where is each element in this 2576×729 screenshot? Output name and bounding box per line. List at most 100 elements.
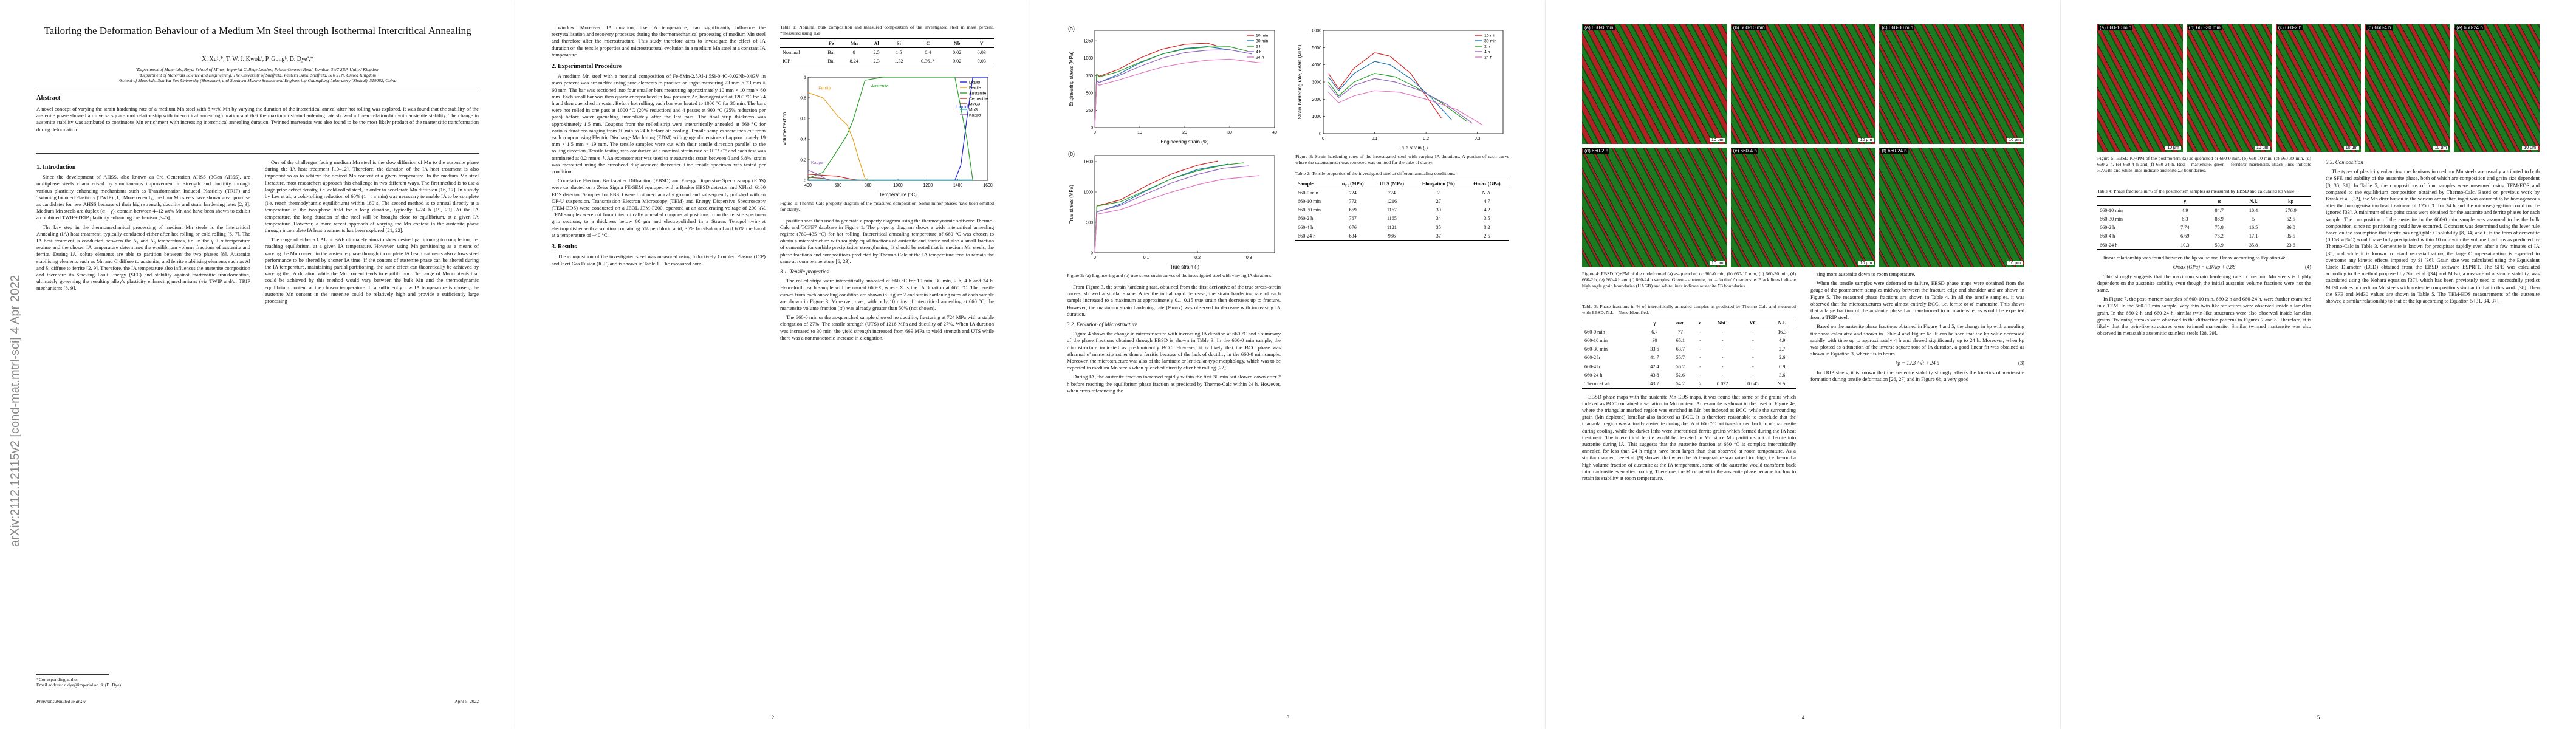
y-tick-label: 1500	[1083, 160, 1093, 165]
table-cell: 660-4 h	[1584, 363, 1600, 369]
table-cell: 669	[1349, 207, 1357, 213]
table-header-cell: α	[2218, 198, 2221, 204]
table-cell: 6.69	[2180, 233, 2190, 239]
series-line	[807, 173, 862, 181]
table-cell: 660-2 h	[2100, 225, 2115, 231]
table-cell: 0.02	[953, 58, 962, 64]
paragraph: The range of either a CAL or BAF ultimat…	[265, 236, 479, 304]
table-cell: 4.7	[1484, 198, 1490, 204]
table-cell: 52.5	[2286, 216, 2295, 222]
table-cell: 1216	[1386, 198, 1397, 204]
paragraph: EBSD phase maps with the austenite Mn-ED…	[1582, 393, 1796, 482]
x-tick-label: 0.2	[1194, 256, 1201, 260]
table-cell: -	[1752, 372, 1754, 378]
series-line	[1094, 46, 1230, 128]
table-header-cell: γ	[2184, 198, 2187, 204]
table-cell: 2.3	[873, 58, 880, 64]
series-line	[1094, 58, 1261, 128]
scale-bar: 10 μm	[1858, 138, 1874, 142]
subsection-heading: 3.3. Composition	[2326, 159, 2363, 165]
micrograph-panel: (a) 660-10 min 10 μm	[2097, 24, 2183, 152]
table-row: 660-4 h 42.4 56.7 - - - 0.9	[1582, 362, 1796, 371]
legend-label: 10 min	[1484, 34, 1497, 38]
equation-3: kp = 12.3 / √t + 24.5 (3)	[1895, 360, 2024, 366]
scale-bar: 10 μm	[1858, 261, 1874, 265]
x-tick-label: 0	[1094, 131, 1096, 135]
table-cell: 0.361*	[921, 58, 935, 64]
legend-label: Liquid	[969, 80, 980, 84]
y-tick-label: 0	[804, 179, 806, 183]
table-header-cell: N.I.	[1778, 320, 1786, 326]
table-header-cell: σ₀.₂ (MPa)	[1341, 180, 1364, 187]
table-cell: -	[1699, 337, 1701, 343]
table-cell: 660-24 h	[1584, 372, 1603, 378]
table-cell: 84.7	[2215, 207, 2224, 213]
paragraph: Correlative Electron Backscatter Diffrac…	[552, 177, 766, 238]
micrograph-panel: (d) 660-2 h 10 μm	[1582, 148, 1727, 267]
table-cell: -	[1752, 337, 1754, 343]
table-cell: 3.6	[1779, 372, 1786, 378]
scale-bar: 10 μm	[2522, 146, 2538, 150]
date: April 5, 2022	[454, 699, 479, 704]
table-cell: 4.2	[1484, 207, 1490, 213]
thermo-calc-chart: 400 600 800 1000 1200 1400 1600 0 0.2 0.4 0.6 0.8 1 T…	[782, 75, 993, 197]
legend-label: Cementite	[969, 97, 988, 101]
plot-frame	[1094, 155, 1275, 253]
y-tick-label: 5000	[1312, 46, 1321, 50]
equation-4: Θmax (GPa) = 0.07kp + 0.88 (4)	[2173, 264, 2311, 270]
table-cell: 660-24 h	[1298, 233, 1316, 239]
series-line	[807, 169, 829, 181]
right-column: Table 1: Nominal bulk composition and me…	[780, 24, 994, 344]
footnotes: *Corresponding author Email address: d.d…	[36, 677, 121, 688]
table-cell: 43.8	[1650, 372, 1659, 378]
legend-label: 10 min	[1256, 34, 1269, 38]
table-cell: 7.74	[2180, 225, 2190, 231]
micrograph-label: (c) 660-2 h	[2276, 25, 2303, 30]
table-row: 660-10 min 772 1216 27 4.7	[1295, 197, 1509, 205]
table-cell: Thermo-Calc	[1584, 380, 1611, 386]
series-line	[1094, 49, 1253, 128]
series-line	[807, 77, 973, 180]
table-caption: Table 2: Tensile properties of the inves…	[1295, 171, 1456, 176]
x-tick-label: 1000	[893, 183, 903, 188]
y-tick-label: 4000	[1312, 63, 1321, 67]
table-cell: 724	[1349, 190, 1357, 196]
table-header-cell: Θmax (GPa)	[1473, 180, 1501, 187]
table-cell: 660-10 min	[1298, 198, 1321, 204]
table-cell: 63.7	[1676, 346, 1685, 352]
composition-table: Fe Mn Al Si C Nb V Nominal Bal 8 2.5 1.5 0.4 0.02 0.03…	[780, 38, 994, 66]
panel-label: (a)	[1068, 26, 1075, 32]
x-axis-label: True strain (-)	[1170, 264, 1199, 270]
y-tick-label: 1000	[1083, 191, 1093, 195]
table-cell: -	[1752, 355, 1754, 361]
micrograph-label: (b) 660-10 min	[1732, 25, 1766, 30]
left-column: 1. Introduction Since the development of…	[36, 159, 250, 295]
right-column: 3.3. Composition The types of plasticity…	[2326, 156, 2540, 307]
table-cell: 77	[1677, 329, 1683, 335]
table-cell: 35.8	[2249, 242, 2258, 248]
table-row: 660-4 h 676 1121 35 3.2	[1295, 223, 1509, 231]
table-row: 660-2 h 7.74 75.8 16.5 36.0	[2097, 224, 2311, 232]
table-cell: 54.2	[1676, 380, 1685, 386]
legend-label: M7C3	[969, 102, 980, 106]
figure-caption: Figure 3: Strain hardening rates of the …	[1295, 154, 1509, 165]
table-cell: 53.9	[2215, 242, 2224, 248]
page-5: (a) 660-10 min 10 μm (b) 660-30 min 10 μm (c…	[2061, 0, 2576, 729]
table-header-cell: UTS (MPa)	[1379, 180, 1404, 187]
table-header-cell: C	[926, 40, 930, 46]
y-tick-label: 2000	[1312, 98, 1321, 102]
table-cell: 660-2 h	[1584, 355, 1600, 361]
legend-label: 30 min	[1256, 39, 1269, 44]
table-cell: 660-0 min	[1298, 190, 1318, 196]
y-axis-label: Strain hardening rate, dσ/dε (MPa)	[1297, 44, 1303, 119]
page-1: arXiv:2112.12115v2 [cond-mat.mtrl-sci] 4…	[0, 0, 515, 729]
table-cell: 0.045	[1747, 380, 1759, 386]
table-cell: 1167	[1386, 207, 1397, 213]
table-cell: -	[1752, 346, 1754, 352]
table-cell: 41.7	[1650, 355, 1659, 361]
y-axis-label: True stress (MPa)	[1069, 185, 1074, 224]
table-row: 660-0 min 6.7 77 - - - 16.3	[1582, 327, 1796, 337]
x-tick-label: 600	[834, 183, 841, 188]
table-cell: 634	[1349, 233, 1357, 239]
micrograph-label: (e) 660-4 h	[1732, 148, 1758, 154]
